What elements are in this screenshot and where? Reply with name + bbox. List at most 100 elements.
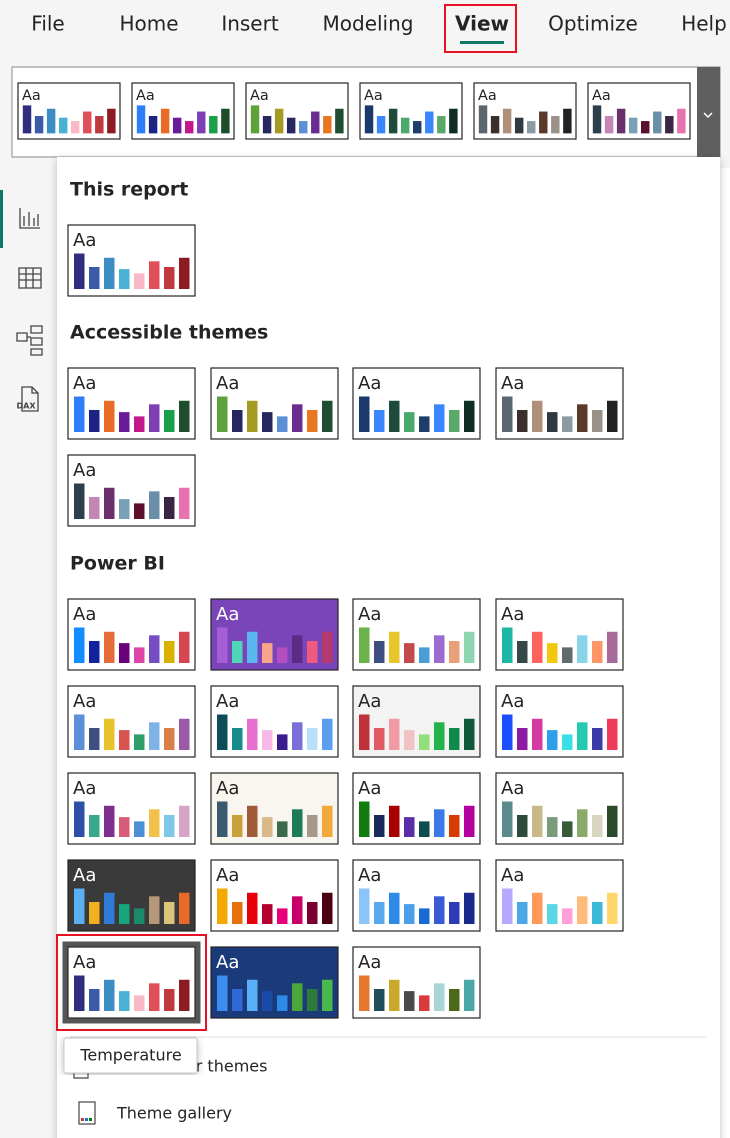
theme-thumbnail[interactable]: Aa: [359, 82, 463, 140]
theme-thumbnail[interactable]: Aa: [210, 685, 339, 758]
report-view-icon[interactable]: [19, 208, 40, 229]
theme-thumbnail[interactable]: Aa: [495, 367, 624, 440]
theme-thumbnail[interactable]: Aa: [495, 772, 624, 845]
thumbnail-bar: [164, 266, 175, 289]
thumbnail-bar: [322, 979, 333, 1011]
theme-thumbnail[interactable]: Aa: [210, 946, 339, 1019]
thumbnail-bar: [232, 640, 243, 663]
theme-thumbnail[interactable]: Aa: [352, 367, 481, 440]
thumbnail-bar: [464, 979, 475, 1011]
thumbnail-bar: [292, 896, 303, 924]
thumbnail-bar: [311, 111, 320, 134]
thumbnail-bar: [307, 814, 318, 837]
thumbnail-bar: [434, 809, 445, 837]
thumbnail-bar: [437, 116, 446, 134]
ribbon-tab[interactable]: Home: [119, 12, 178, 36]
thumbnail-bar: [179, 631, 190, 663]
theme-thumbnail[interactable]: Aa: [67, 772, 196, 845]
thumbnail-bar: [179, 892, 190, 924]
theme-thumbnail[interactable]: Aa: [210, 598, 339, 671]
thumbnail-bar: [562, 908, 573, 924]
thumbnail-bar: [74, 627, 85, 663]
thumbnail-bar: [119, 991, 130, 1011]
thumbnail-bar: [286, 117, 296, 134]
thumbnail-bar: [374, 988, 385, 1011]
theme-thumbnail[interactable]: Aa: [495, 685, 624, 758]
tooltip: Temperature: [63, 1037, 198, 1074]
chevron-icon: [703, 112, 713, 119]
theme-thumbnail[interactable]: Aa: [352, 598, 481, 671]
theme-thumbnail[interactable]: Aa: [67, 685, 196, 758]
thumbnail-sample-text: Aa: [501, 604, 524, 625]
thumbnail-bar: [34, 116, 44, 134]
thumbnail-bar: [119, 412, 130, 432]
thumbnail-bar: [449, 640, 460, 663]
theme-thumbnail[interactable]: Aa: [587, 82, 691, 140]
theme-thumbnail[interactable]: Aa: [495, 859, 624, 932]
thumbnail-bar: [95, 116, 104, 134]
theme-thumbnail[interactable]: Aa: [495, 598, 624, 671]
thumbnail-bar: [89, 814, 100, 837]
model-view-icon[interactable]: [16, 325, 43, 356]
thumbnail-sample-text: Aa: [592, 88, 611, 104]
thumbnail-bar: [404, 904, 415, 924]
thumbnail-bar: [434, 896, 445, 924]
theme-thumbnail[interactable]: Aa: [210, 367, 339, 440]
thumbnail-bar: [464, 400, 475, 432]
thumbnail-bar: [322, 631, 333, 663]
thumbnail-sample-text: Aa: [501, 778, 524, 799]
ribbon-tab[interactable]: Help: [681, 12, 727, 36]
thumbnail-bar: [247, 805, 258, 837]
thumbnail-bar: [449, 727, 460, 750]
ribbon-tab[interactable]: Optimize: [548, 12, 638, 36]
theme-thumbnail[interactable]: Aa: [67, 859, 196, 932]
theme-thumbnail[interactable]: Aa: [67, 367, 196, 440]
thumbnail-bar: [607, 718, 618, 750]
thumbnail-bar: [665, 116, 674, 134]
ribbon-tab[interactable]: View: [455, 12, 509, 36]
theme-thumbnail[interactable]: Aa: [210, 772, 339, 845]
sidebar: [0, 168, 57, 1138]
theme-thumbnail[interactable]: Aa: [473, 82, 577, 140]
ribbon-tab[interactable]: Modeling: [323, 12, 414, 36]
theme-thumbnail[interactable]: Aa: [67, 454, 196, 527]
theme-thumbnail[interactable]: Aa: [352, 772, 481, 845]
thumbnail-bar: [434, 404, 445, 432]
thumbnail-bar: [217, 975, 228, 1011]
thumbnail-sample-text: Aa: [358, 604, 381, 625]
theme-thumbnail[interactable]: Aa: [352, 859, 481, 932]
thumbnail-bar: [413, 121, 422, 134]
ribbon-tab[interactable]: File: [31, 12, 64, 36]
thumbnail-sample-text: Aa: [364, 88, 383, 104]
theme-thumbnail[interactable]: Aa: [131, 82, 235, 140]
theme-thumbnail[interactable]: Aa: [56, 934, 207, 1031]
section-title: Accessible themes: [70, 322, 268, 344]
theme-thumbnail[interactable]: Aa: [67, 598, 196, 671]
thumbnail-bar: [434, 722, 445, 750]
thumbnail-bar: [389, 805, 400, 837]
thumbnail-bar: [628, 117, 638, 134]
ribbon-tab[interactable]: Insert: [221, 12, 279, 36]
thumbnail-bar: [262, 730, 273, 750]
theme-thumbnail[interactable]: Aa: [352, 946, 481, 1019]
dax-view-icon[interactable]: [21, 386, 39, 412]
thumbnail-bar: [89, 496, 100, 519]
thumbnail-sample-text: Aa: [73, 230, 96, 251]
theme-thumbnail[interactable]: Aa: [17, 82, 121, 140]
theme-thumbnail[interactable]: Aa: [245, 82, 349, 140]
thumbnail-bar: [250, 105, 260, 134]
theme-gallery[interactable]: Theme gallery: [116, 1104, 232, 1123]
thumbnail-bar: [592, 901, 603, 924]
thumbnail-sample-text: Aa: [73, 460, 96, 481]
thumbnail-bar: [119, 904, 130, 924]
table-view-icon[interactable]: [18, 267, 42, 289]
thumbnail-bar: [547, 904, 558, 924]
theme-thumbnail[interactable]: Aa: [67, 224, 196, 297]
theme-strip-expand[interactable]: [697, 67, 720, 157]
thumbnail-sample-text: Aa: [358, 865, 381, 886]
thumbnail-bar: [374, 640, 385, 663]
theme-thumbnail[interactable]: Aa: [210, 859, 339, 932]
thumbnail-bar: [83, 111, 92, 134]
thumbnail-sample-text: Aa: [136, 88, 155, 104]
theme-thumbnail[interactable]: Aa: [352, 685, 481, 758]
